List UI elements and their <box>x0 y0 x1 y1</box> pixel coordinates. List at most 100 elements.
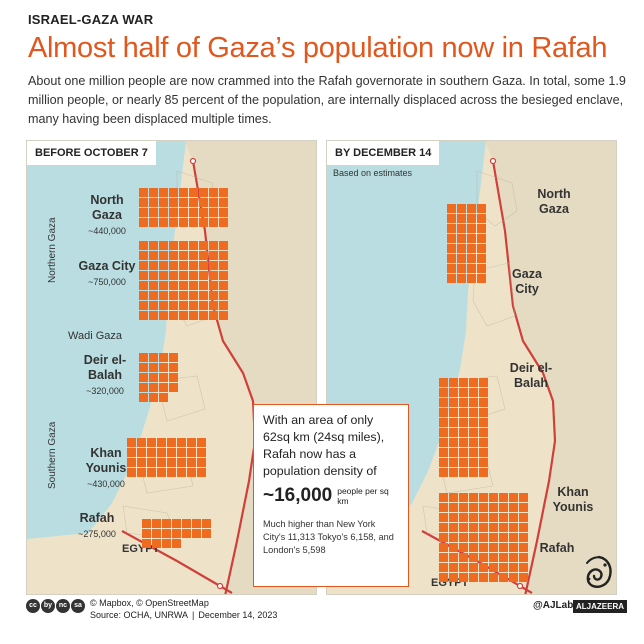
headline: Almost half of Gaza’s population now in … <box>28 32 608 64</box>
population-blocks-rafah <box>439 493 528 582</box>
population-square <box>499 543 508 552</box>
population-square <box>209 281 218 290</box>
population-square <box>449 468 458 477</box>
aljazeera-logo-icon <box>586 555 612 588</box>
population-square <box>187 448 196 457</box>
population-square <box>469 573 478 582</box>
population-square <box>489 543 498 552</box>
population-square <box>479 523 488 532</box>
population-square <box>477 254 486 263</box>
population-square <box>167 458 176 467</box>
population-square <box>469 553 478 562</box>
population-square <box>167 448 176 457</box>
population-square <box>139 261 148 270</box>
population-square <box>179 301 188 310</box>
population-square <box>137 468 146 477</box>
population-square <box>479 438 488 447</box>
population-square <box>467 254 476 263</box>
population-square <box>179 188 188 197</box>
population-square <box>479 503 488 512</box>
population-square <box>219 188 228 197</box>
population-square <box>449 378 458 387</box>
population-square <box>519 533 528 542</box>
population-square <box>169 198 178 207</box>
population-square <box>519 563 528 572</box>
map-panel-after: BY DECEMBER 14 Based on estimates North … <box>326 140 617 595</box>
population-square <box>449 523 458 532</box>
population-square <box>199 261 208 270</box>
population-square <box>179 198 188 207</box>
population-square <box>509 573 518 582</box>
population-square <box>439 553 448 562</box>
population-square <box>439 468 448 477</box>
population-square <box>219 281 228 290</box>
population-square <box>447 204 456 213</box>
credits: © Mapbox, © OpenStreetMap Source: OCHA, … <box>90 598 278 620</box>
place-gaza-city: Gaza City <box>512 267 542 296</box>
population-square <box>169 261 178 270</box>
population-square <box>219 291 228 300</box>
population-square <box>459 458 468 467</box>
population-square <box>179 271 188 280</box>
panel-label-after: BY DECEMBER 14 <box>327 141 440 165</box>
population-square <box>439 418 448 427</box>
population-square <box>459 563 468 572</box>
map-credit: © Mapbox, © OpenStreetMap <box>90 598 209 608</box>
population-square <box>167 438 176 447</box>
population-square <box>139 373 148 382</box>
population-square <box>457 214 466 223</box>
population-square <box>177 448 186 457</box>
population-square <box>167 468 176 477</box>
population-square <box>439 523 448 532</box>
population-square <box>169 208 178 217</box>
population-square <box>162 539 171 548</box>
population-square <box>479 418 488 427</box>
population-square <box>509 513 518 522</box>
population-square <box>459 573 468 582</box>
population-square <box>459 468 468 477</box>
population-square <box>449 513 458 522</box>
population-square <box>149 291 158 300</box>
population-square <box>139 198 148 207</box>
population-square <box>209 311 218 320</box>
population-square <box>469 438 478 447</box>
population-square <box>499 563 508 572</box>
population-square <box>179 281 188 290</box>
population-square <box>199 251 208 260</box>
population-square <box>139 271 148 280</box>
population-square <box>467 204 476 213</box>
population-square <box>157 458 166 467</box>
kicker: ISRAEL-GAZA WAR <box>28 12 154 27</box>
population-square <box>509 523 518 532</box>
population-square <box>159 373 168 382</box>
population-square <box>479 513 488 522</box>
population-square <box>172 529 181 538</box>
population-square <box>489 573 498 582</box>
panel-label-before: BEFORE OCTOBER 7 <box>27 141 156 165</box>
population-square <box>169 251 178 260</box>
population-square <box>439 493 448 502</box>
population-square <box>447 234 456 243</box>
population-square <box>469 503 478 512</box>
population-square <box>159 311 168 320</box>
population-square <box>159 353 168 362</box>
population-square <box>469 448 478 457</box>
population-square <box>209 208 218 217</box>
place-north-gaza: North Gaza ~440,000 <box>88 193 126 236</box>
population-square <box>459 523 468 532</box>
population-square <box>162 519 171 528</box>
estimate-note: Based on estimates <box>333 168 413 178</box>
population-square <box>152 539 161 548</box>
population-square <box>189 301 198 310</box>
population-square <box>439 573 448 582</box>
population-square <box>479 493 488 502</box>
population-square <box>489 553 498 562</box>
population-square <box>459 378 468 387</box>
population-square <box>209 301 218 310</box>
population-square <box>439 458 448 467</box>
wadi-gaza-label: Wadi Gaza <box>68 330 123 342</box>
population-square <box>187 458 196 467</box>
population-square <box>457 234 466 243</box>
population-blocks-deir-el-balah <box>439 378 488 477</box>
population-square <box>179 291 188 300</box>
